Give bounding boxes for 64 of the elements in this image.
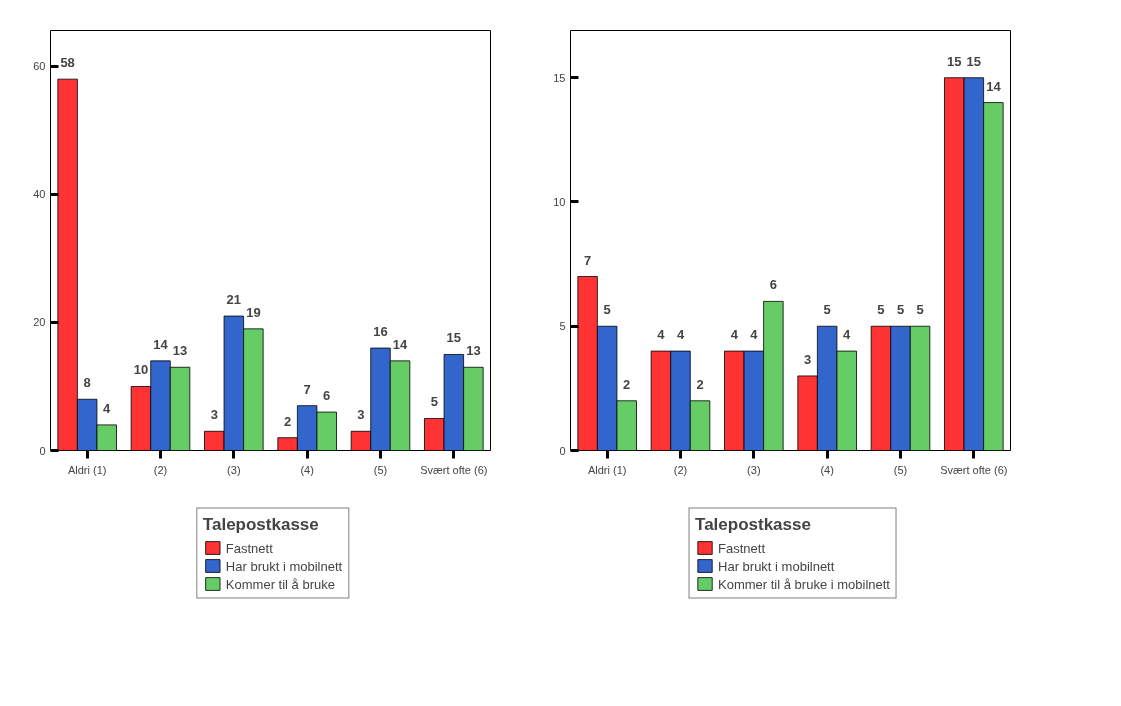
- data-label: 6: [323, 388, 331, 404]
- data-label: 4: [657, 327, 666, 343]
- data-label: 5: [916, 302, 924, 318]
- x-tick-label: (5): [893, 463, 908, 476]
- data-label: 4: [730, 327, 739, 343]
- data-label: 6: [769, 277, 778, 293]
- data-label: 2: [696, 376, 704, 392]
- y-tick-label: 40: [33, 188, 46, 201]
- x-tick-label: (2): [673, 463, 688, 476]
- data-label: 15: [966, 53, 982, 69]
- data-label: 14: [392, 336, 409, 352]
- data-label: 10: [133, 362, 149, 378]
- data-label: 7: [303, 381, 311, 397]
- y-tick-label: 0: [559, 444, 566, 457]
- x-tick-label: Aldri (1): [587, 463, 627, 476]
- y-tick-label: 20: [33, 316, 46, 329]
- data-label: 8: [83, 375, 91, 391]
- data-label: 14: [153, 336, 169, 352]
- data-label: 3: [210, 407, 218, 423]
- legend-label: Fastnett: [225, 539, 273, 556]
- x-tick-label: (2): [153, 463, 168, 476]
- data-label: 16: [373, 324, 388, 340]
- data-label: 21: [226, 292, 242, 308]
- data-label: 13: [172, 343, 188, 359]
- data-label: 5: [877, 302, 885, 318]
- data-label: 2: [284, 413, 292, 429]
- y-tick-label: 5: [559, 320, 566, 333]
- data-label: 14: [986, 78, 1002, 94]
- x-tick-label: (3): [227, 463, 241, 476]
- legend-title: Talepostkasse: [202, 514, 320, 535]
- x-tick-label: Svært ofte (6): [940, 463, 1008, 476]
- data-label: 5: [603, 302, 611, 318]
- y-tick-label: 0: [39, 444, 46, 457]
- y-tick-label: 60: [33, 60, 46, 73]
- data-label: 2: [623, 376, 631, 392]
- data-label: 15: [947, 53, 962, 69]
- x-tick-label: (3): [747, 463, 761, 476]
- data-label: 3: [804, 351, 812, 367]
- x-tick-label: (4): [820, 463, 834, 476]
- data-label: 5: [823, 302, 831, 318]
- data-label: 4: [750, 327, 759, 343]
- legend-label: Har brukt i mobilnett: [718, 557, 835, 574]
- legend-label: Kommer til å bruke i mobilnett: [718, 575, 890, 592]
- data-label: 19: [246, 304, 261, 320]
- data-label: 7: [584, 252, 592, 268]
- legend-label: Kommer til å bruke: [225, 575, 335, 592]
- data-label: 5: [430, 394, 438, 410]
- data-label: 4: [103, 400, 112, 416]
- data-label: 4: [843, 327, 852, 343]
- y-tick-label: 15: [553, 71, 566, 84]
- x-tick-label: (5): [373, 463, 388, 476]
- legend-title: Talepostkasse: [695, 514, 812, 535]
- x-tick-label: Svært ofte (6): [420, 463, 488, 476]
- data-label: 13: [466, 343, 481, 359]
- data-label: 5: [896, 302, 905, 318]
- data-label: 3: [357, 407, 365, 423]
- data-label: 4: [676, 327, 685, 343]
- legend-label: Har brukt i mobilnett: [225, 557, 343, 574]
- x-tick-label: Aldri (1): [67, 463, 107, 476]
- data-label: 15: [446, 330, 462, 346]
- x-tick-label: (4): [300, 463, 314, 476]
- legend-label: Fastnett: [718, 539, 765, 556]
- data-label: 58: [60, 55, 75, 71]
- y-tick-label: 10: [553, 195, 566, 208]
